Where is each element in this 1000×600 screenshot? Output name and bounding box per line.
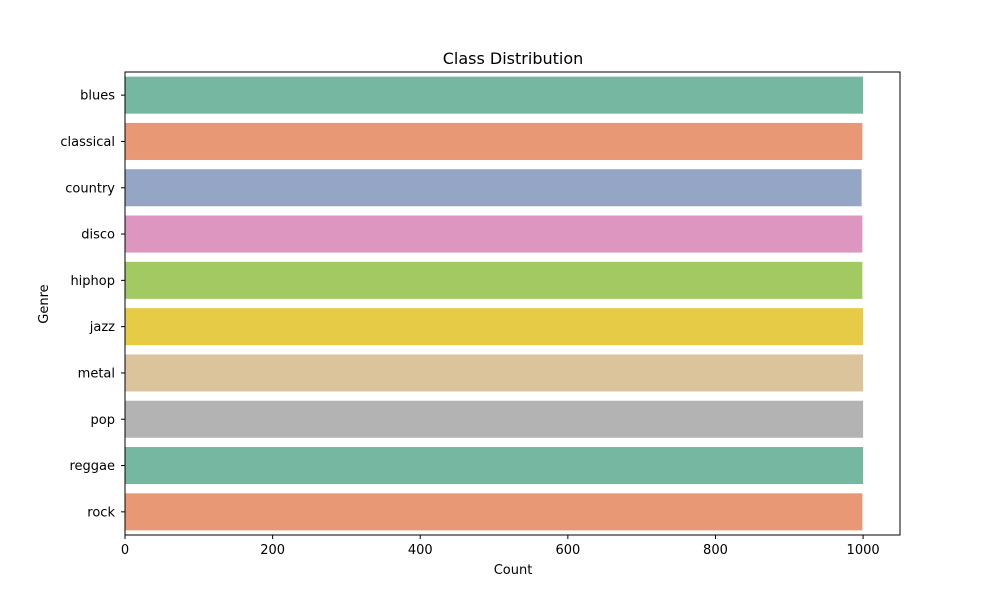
bar-classical: [125, 122, 863, 160]
bar-reggae: [125, 447, 864, 485]
y-tick-label: rock: [87, 505, 115, 520]
bar-jazz: [125, 308, 864, 346]
y-tick-label: disco: [81, 228, 115, 243]
plot-frame: [124, 71, 901, 536]
bar-blues: [125, 76, 864, 114]
bar-hiphop: [125, 261, 863, 299]
y-axis-label: Genre: [37, 284, 52, 323]
y-axis-ticks: blues classical country disco hiphop jazz meta…: [60, 89, 125, 520]
chart-title: Class Distribution: [443, 49, 584, 68]
bar-metal: [125, 354, 864, 392]
y-tick-label: pop: [91, 413, 115, 428]
y-tick-label: reggae: [69, 459, 115, 474]
bar-country: [125, 169, 862, 207]
x-axis-ticks: 0 200 400 600 800 1000: [121, 535, 880, 558]
x-tick-label: 0: [121, 543, 129, 558]
bar-pop: [125, 400, 864, 438]
y-tick-label: jazz: [89, 320, 115, 335]
x-tick-label: 400: [408, 543, 433, 558]
x-axis-label: Count: [494, 563, 533, 578]
x-tick-label: 1000: [847, 543, 880, 558]
bars-layer: [125, 76, 864, 531]
y-tick-label: hiphop: [70, 274, 115, 289]
y-tick-label: blues: [80, 89, 115, 104]
x-tick-label: 800: [703, 543, 728, 558]
bar-disco: [125, 215, 863, 253]
y-tick-label: metal: [78, 366, 115, 381]
y-tick-label: classical: [60, 135, 115, 150]
bar-rock: [125, 493, 863, 531]
y-tick-label: country: [65, 181, 115, 196]
x-tick-label: 600: [555, 543, 580, 558]
x-tick-label: 200: [260, 543, 285, 558]
